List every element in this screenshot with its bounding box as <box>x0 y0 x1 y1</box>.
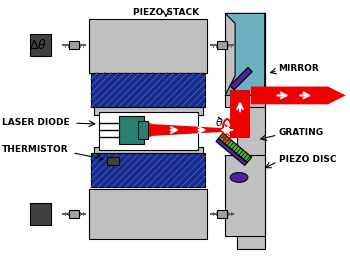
Text: MIRROR: MIRROR <box>279 64 319 73</box>
Bar <box>89 19 208 73</box>
Bar <box>91 153 205 187</box>
Text: GRATING: GRATING <box>279 128 324 138</box>
Bar <box>217 41 227 49</box>
Bar <box>89 189 208 239</box>
Polygon shape <box>230 67 252 90</box>
Bar <box>94 107 203 115</box>
Bar <box>99 112 197 150</box>
Text: $\theta$: $\theta$ <box>215 116 224 128</box>
Bar <box>91 73 205 107</box>
Bar <box>217 210 227 218</box>
Bar <box>225 14 265 107</box>
Bar <box>69 41 79 49</box>
Polygon shape <box>225 14 265 96</box>
Bar <box>30 203 51 225</box>
Text: THERMISTOR: THERMISTOR <box>2 145 69 154</box>
Bar <box>237 14 265 248</box>
Text: PIEZO DISC: PIEZO DISC <box>279 155 336 164</box>
Text: $\Delta\theta$: $\Delta\theta$ <box>29 38 47 52</box>
Text: PIEZO STACK: PIEZO STACK <box>133 8 199 16</box>
Polygon shape <box>251 87 346 104</box>
Polygon shape <box>218 133 252 163</box>
Bar <box>107 157 119 165</box>
Text: LASER DIODE: LASER DIODE <box>2 118 70 127</box>
Bar <box>225 155 265 236</box>
Ellipse shape <box>230 173 248 182</box>
Polygon shape <box>144 120 232 140</box>
Bar <box>30 34 51 56</box>
Polygon shape <box>230 91 250 138</box>
Bar <box>69 210 79 218</box>
Bar <box>119 116 144 144</box>
Polygon shape <box>216 138 247 165</box>
Bar <box>138 121 148 139</box>
Bar <box>94 147 203 153</box>
